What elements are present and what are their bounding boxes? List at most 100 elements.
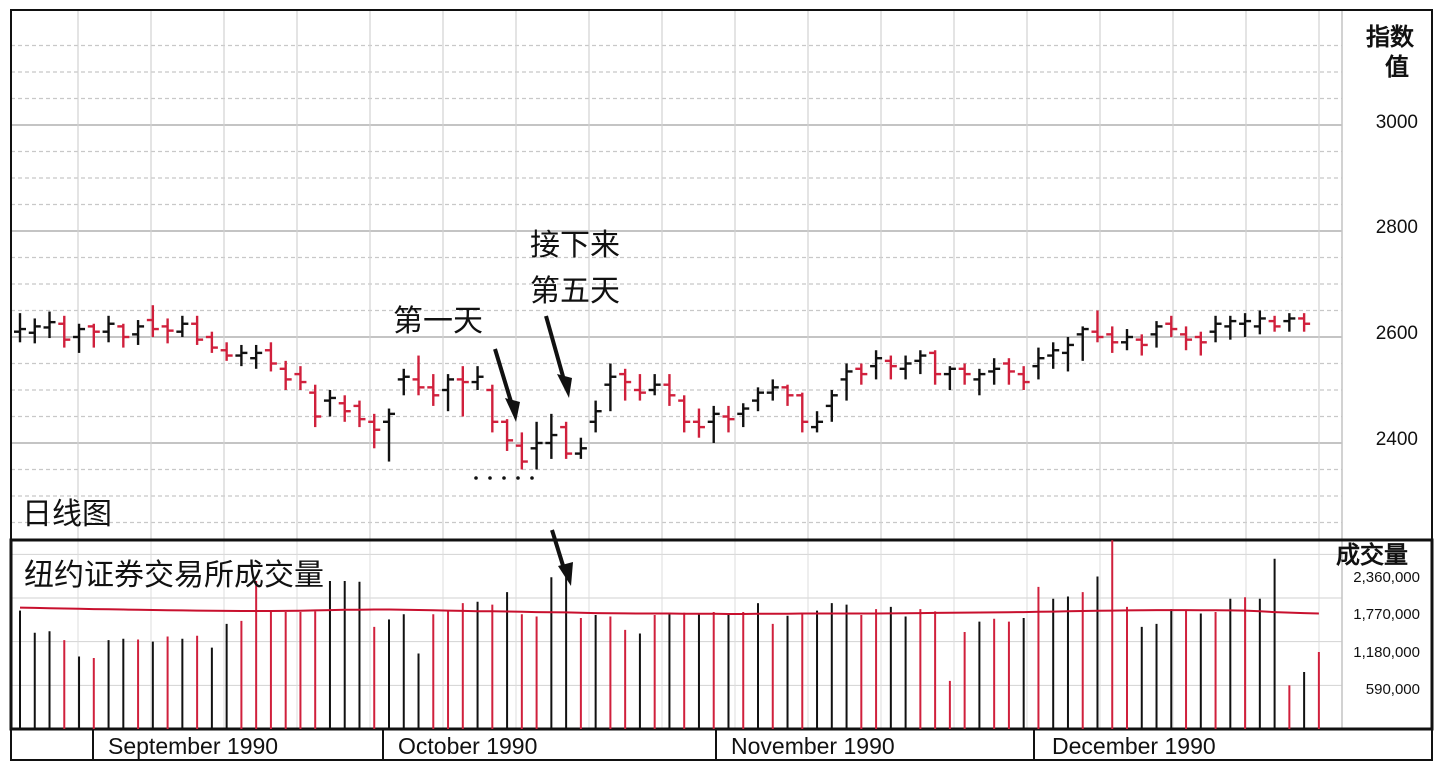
ohlc-bar: [840, 363, 853, 401]
ohlc-bar: [117, 323, 130, 348]
ohlc-bar: [899, 355, 912, 380]
ohlc-bar: [397, 368, 410, 396]
ohlc-bar: [442, 374, 455, 412]
ohlc-bar: [501, 419, 514, 451]
ohlc-bar: [678, 395, 691, 433]
month-axis-frame: [10, 728, 1433, 761]
support-dot: [502, 476, 506, 480]
ohlc-bar: [161, 318, 174, 344]
price-tick-labels: 2400 2600 2800 3000: [1376, 112, 1418, 450]
ohlc-bar: [220, 342, 233, 361]
ohlc-bar: [1194, 331, 1207, 356]
volume-axis-label: 成交量: [1336, 541, 1408, 569]
volume-average-line: [19, 606, 1319, 615]
fifth-day-volume-arrowhead: [558, 562, 573, 586]
vol-tick-1770000: 1,770,000: [1353, 606, 1420, 623]
ohlc-bar: [1121, 329, 1133, 351]
y-tick-2400: 2400: [1376, 429, 1418, 450]
ohlc-bar: [884, 355, 897, 380]
ohlc-bar: [1061, 337, 1074, 372]
ohlc-bar: [427, 374, 440, 406]
ohlc-bar: [737, 403, 750, 428]
ohlc-bar: [309, 384, 322, 428]
volume-bars: [19, 540, 1320, 729]
ohlc-bar: [781, 384, 794, 406]
ohlc-bar: [87, 323, 100, 348]
ohlc-bar: [692, 408, 705, 438]
ohlc-bar: [191, 315, 204, 345]
y-tick-2600: 2600: [1376, 323, 1418, 344]
ohlc-bar: [250, 344, 263, 369]
ohlc-bar: [235, 344, 248, 367]
ohlc-bar: [264, 342, 277, 372]
ohlc-bar: [1298, 313, 1311, 332]
ohlc-bar: [1165, 315, 1178, 337]
ohlc-bar: [338, 395, 351, 422]
ohlc-bar: [323, 390, 336, 417]
ohlc-bar: [914, 350, 927, 375]
ohlc-bar: [825, 390, 838, 422]
ohlc-bar: [412, 355, 425, 396]
support-dot: [530, 476, 534, 480]
ohlc-bar: [1253, 310, 1266, 335]
ohlc-bar: [870, 350, 883, 380]
ohlc-bar: [1017, 366, 1030, 390]
ohlc-bar: [456, 366, 469, 417]
ohlc-bar: [28, 318, 41, 344]
ohlc-bar: [1283, 313, 1296, 332]
volume-grid: [11, 541, 1343, 729]
ohlc-bar: [560, 421, 573, 459]
ohlc-bar: [1224, 315, 1237, 340]
ohlc-bar: [604, 363, 617, 412]
ohlc-bar: [530, 421, 543, 470]
ohlc-bar: [633, 374, 646, 401]
ohlc-bar: [146, 305, 159, 337]
y-tick-2800: 2800: [1376, 217, 1418, 238]
ohlc-bar: [648, 374, 661, 396]
ohlc-bar: [383, 408, 395, 462]
ohlc-bars: [14, 305, 1311, 470]
annotation-arrows: [493, 315, 573, 586]
ohlc-bar: [1106, 326, 1119, 353]
volume-panel-label: 纽约证券交易所成交量: [24, 559, 324, 592]
ohlc-bar: [368, 413, 381, 449]
ohlc-bar: [1032, 347, 1045, 380]
ohlc-bar: [663, 374, 676, 406]
ohlc-bar: [766, 379, 779, 401]
volume-tick-labels: 590,000 1,180,000 1,770,000 2,360,000: [1353, 569, 1420, 698]
fifth-day-annotation-line1: 接下来: [530, 229, 620, 262]
ohlc-bar: [1268, 315, 1281, 332]
fifth-day-annotation-line2: 第五天: [530, 275, 620, 308]
ohlc-bar: [752, 387, 764, 412]
support-dot: [488, 476, 492, 480]
ohlc-bar: [176, 315, 189, 337]
ohlc-bar: [1180, 326, 1193, 351]
month-label-september: September 1990: [108, 733, 278, 759]
support-dot: [474, 476, 478, 480]
month-label-november: November 1990: [731, 733, 895, 759]
fifth-day-arrowhead: [557, 374, 572, 398]
ohlc-bar: [796, 392, 809, 433]
daily-chart-label: 日线图: [22, 498, 112, 531]
ohlc-bar: [574, 437, 587, 459]
ohlc-bar: [486, 384, 499, 433]
ohlc-bar: [943, 366, 956, 390]
first-day-annotation: 第一天: [393, 305, 483, 338]
first-day-arrow: [493, 348, 514, 406]
ohlc-bar: [973, 368, 986, 396]
ohlc-bar: [353, 400, 366, 428]
ohlc-bar: [1135, 334, 1148, 356]
ohlc-bar: [471, 366, 484, 390]
ohlc-bar: [811, 411, 824, 433]
ohlc-bar: [545, 413, 558, 459]
month-label-october: October 1990: [398, 733, 537, 759]
ohlc-bar: [1047, 342, 1060, 369]
price-grid: [11, 10, 1343, 540]
ohlc-bar: [132, 320, 145, 345]
ohlc-bar: [58, 315, 71, 348]
ohlc-bar: [1091, 310, 1104, 343]
vol-tick-2360000: 2,360,000: [1353, 569, 1420, 586]
month-labels: September 1990 October 1990 November 199…: [108, 733, 1216, 759]
ohlc-bar: [294, 366, 307, 390]
